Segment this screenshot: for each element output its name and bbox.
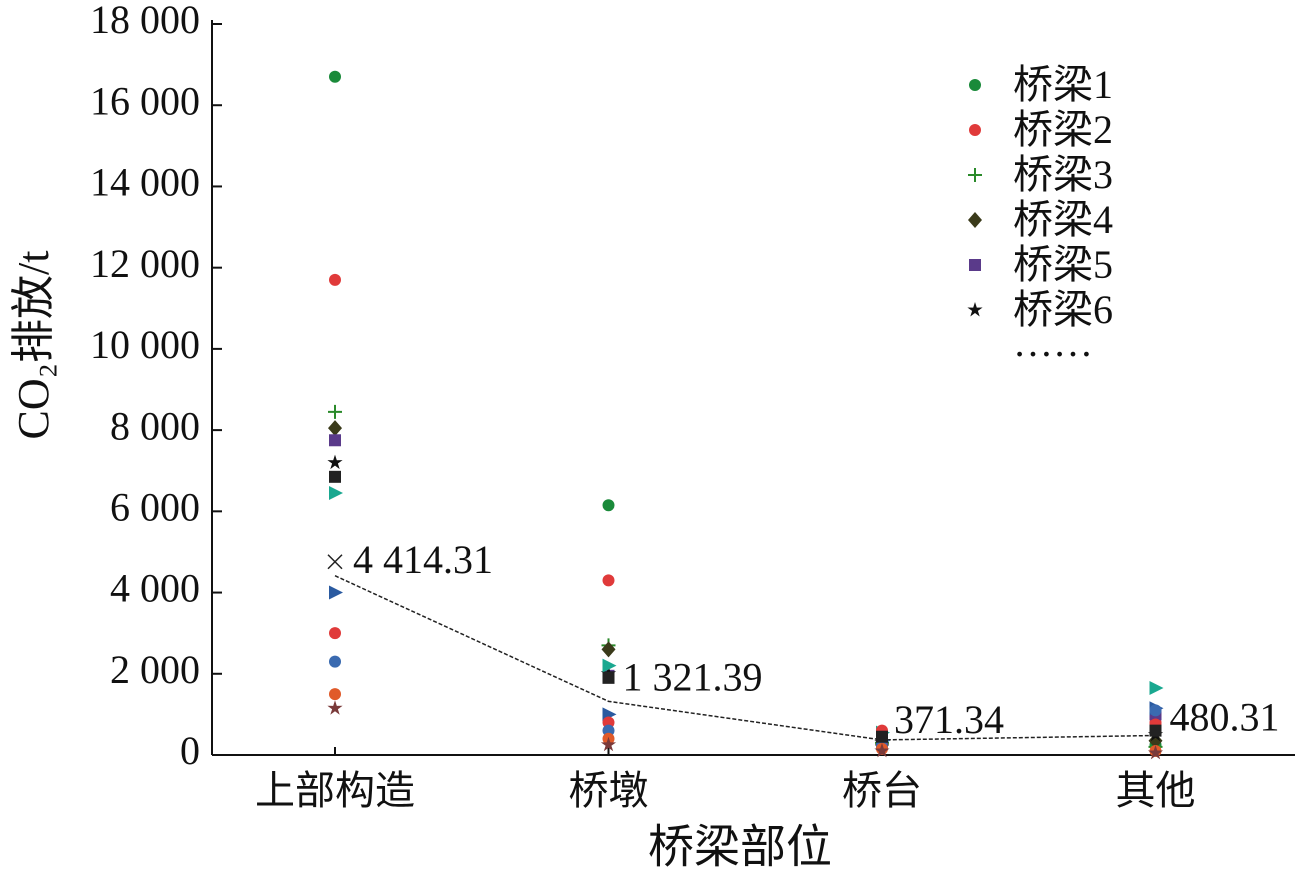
legend-label: 桥梁5 xyxy=(1013,242,1113,287)
point xyxy=(329,70,341,83)
point xyxy=(329,273,341,286)
point xyxy=(328,404,342,419)
point xyxy=(329,627,341,640)
point xyxy=(601,641,616,658)
point xyxy=(329,655,341,668)
legend-label: 桥梁6 xyxy=(1013,287,1113,332)
mean-label: 4 414.31 xyxy=(353,537,493,582)
point xyxy=(876,730,888,743)
y-tick-label: 0 xyxy=(180,728,200,773)
mean-label: 1 321.39 xyxy=(623,655,763,700)
point xyxy=(329,434,341,447)
point xyxy=(328,420,342,437)
y-tick-label: 6 000 xyxy=(110,485,200,530)
point xyxy=(327,700,343,715)
legend-marker xyxy=(968,212,982,228)
mean-line xyxy=(334,575,1156,741)
legend-marker xyxy=(969,79,981,91)
legend-marker xyxy=(969,259,981,271)
x-tick-label: 上部构造 xyxy=(255,768,415,813)
y-tick-label: 10 000 xyxy=(90,322,200,367)
point xyxy=(329,585,343,600)
legend-marker xyxy=(968,168,982,182)
point xyxy=(600,736,617,752)
point xyxy=(329,486,343,501)
point xyxy=(1149,724,1162,737)
legend-label: 桥梁4 xyxy=(1013,197,1113,242)
y-tick-label: 8 000 xyxy=(110,403,200,448)
x-tick-label: 其他 xyxy=(1116,768,1196,813)
y-tick-label: 18 000 xyxy=(90,0,200,42)
point xyxy=(602,574,615,587)
point xyxy=(874,742,890,758)
point xyxy=(329,688,341,701)
point xyxy=(327,454,343,470)
legend-label: 桥梁2 xyxy=(1013,107,1113,152)
legend-label: 桥梁1 xyxy=(1013,62,1113,107)
y-tick-label: 14 000 xyxy=(90,160,200,205)
point xyxy=(1149,680,1164,695)
point xyxy=(1148,732,1163,749)
y-tick-label: 2 000 xyxy=(110,647,200,692)
point xyxy=(1149,704,1162,717)
y-tick-label: 12 000 xyxy=(90,241,200,286)
point xyxy=(602,499,615,512)
point xyxy=(602,671,615,684)
x-axis-title: 桥梁部位 xyxy=(648,822,832,873)
legend-label: 桥梁3 xyxy=(1013,152,1113,197)
legend-marker xyxy=(969,124,981,136)
x-tick-label: 桥台 xyxy=(842,768,922,813)
point xyxy=(329,470,341,483)
mean-label: 480.31 xyxy=(1170,695,1280,740)
mean-marker xyxy=(327,554,343,570)
point xyxy=(602,658,617,673)
legend-more: …… xyxy=(1013,320,1093,365)
legend-marker xyxy=(967,302,983,317)
y-tick-label: 16 000 xyxy=(90,78,200,123)
mean-label: 371.34 xyxy=(894,697,1004,742)
y-tick-label: 4 000 xyxy=(110,566,200,611)
x-tick-label: 桥墩 xyxy=(569,768,649,813)
point xyxy=(1147,745,1164,760)
y-axis-title: CO₂排放/t xyxy=(9,251,58,440)
